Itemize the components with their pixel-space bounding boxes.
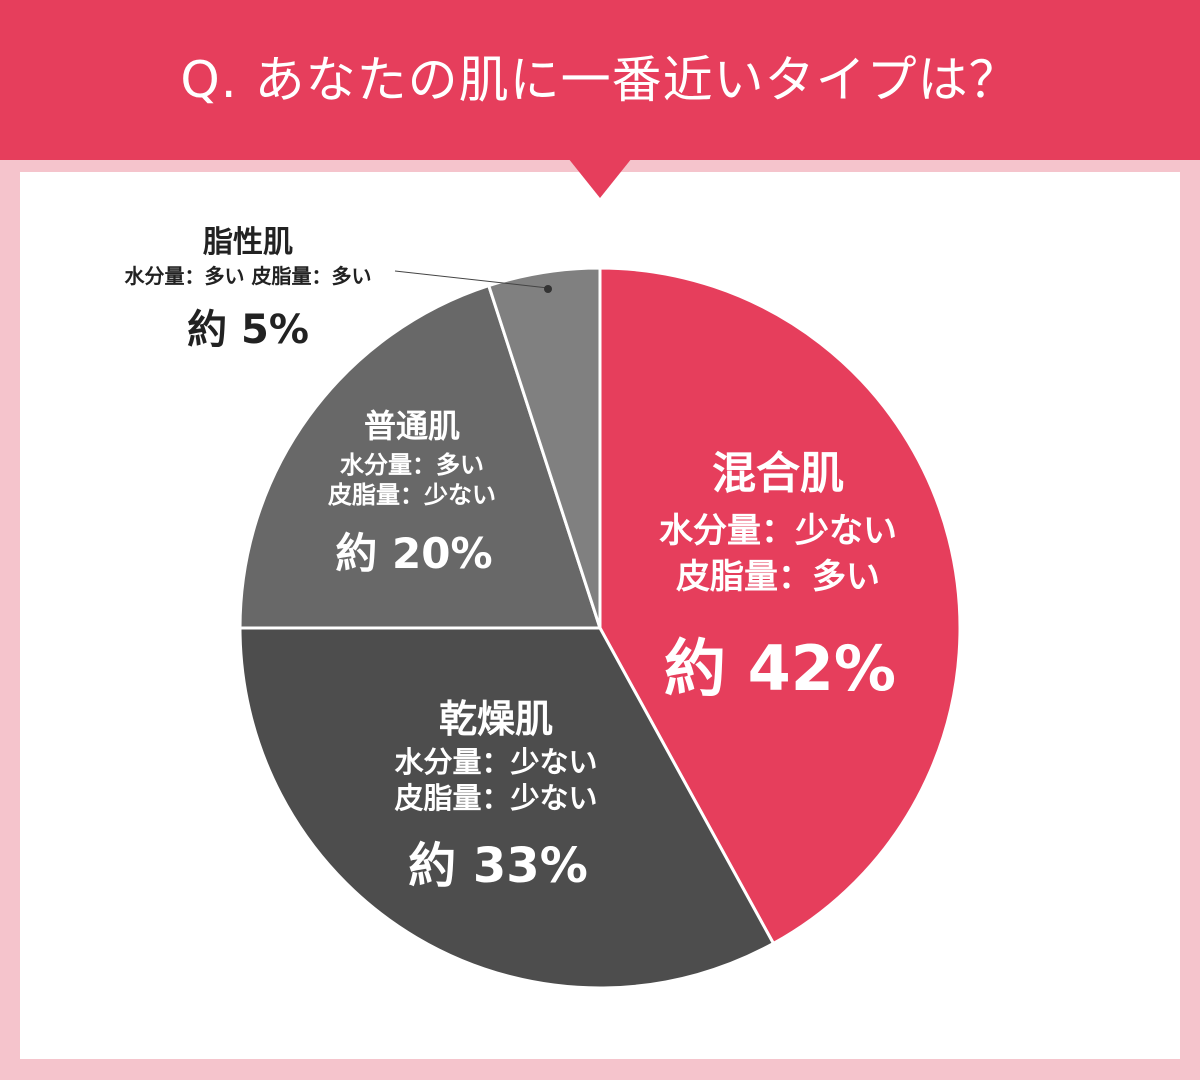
oily-leader-line — [394, 270, 549, 289]
header-bar — [0, 0, 1200, 160]
slice-dry — [238, 626, 776, 990]
slice-oily — [486, 266, 602, 629]
slice-detail1-oily: 水分量：多い 皮脂量：多い — [125, 264, 372, 288]
slice-normal — [238, 283, 603, 630]
slice-detail1-dry: 水分量：少ない — [394, 745, 597, 779]
slice-value-oily: 約 5% — [187, 307, 309, 353]
slice-label-dry: 乾燥肌 — [439, 697, 553, 741]
chart-title: Q. あなたの肌に一番近いタイプは？ — [180, 51, 1020, 109]
slice-detail2-combination: 皮脂量：多い — [676, 557, 880, 597]
oily-leader-dot — [544, 285, 552, 293]
slice-detail1-combination: 水分量：少ない — [659, 511, 897, 551]
slice-detail2-normal: 皮脂量：少ない — [328, 481, 496, 509]
slice-value-dry: 約 33% — [408, 838, 588, 894]
slice-value-combination: 約 42% — [664, 632, 896, 705]
slice-label-oily: 脂性肌 — [203, 225, 293, 260]
slice-label-combination: 混合肌 — [712, 448, 844, 499]
slice-detail2-dry: 皮脂量：少ない — [394, 781, 597, 815]
slice-combination — [598, 266, 962, 946]
slice-value-normal: 約 20% — [335, 529, 492, 578]
slice-label-normal: 普通肌 — [364, 407, 460, 445]
header-pointer — [568, 158, 632, 198]
slice-detail1-normal: 水分量：多い — [340, 451, 484, 479]
